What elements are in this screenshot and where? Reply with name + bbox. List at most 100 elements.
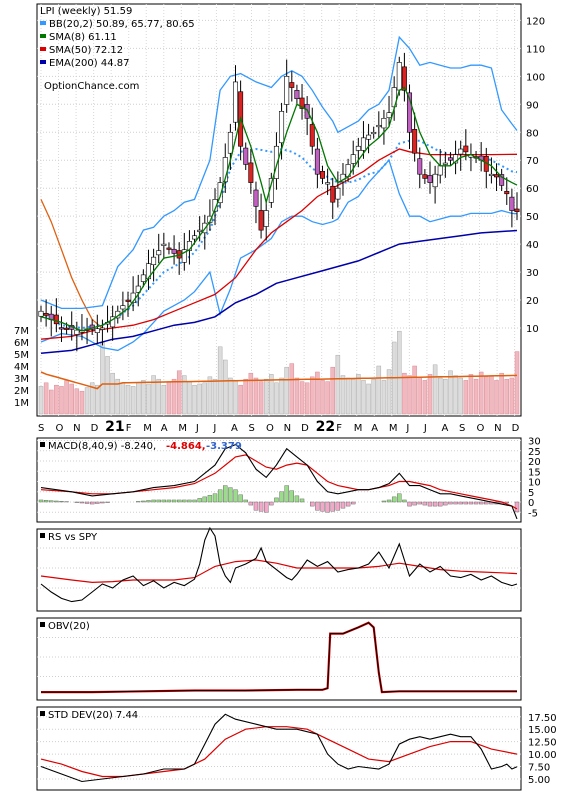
rs-legend-swatch: [40, 533, 45, 538]
candle-body: [489, 174, 493, 176]
macd-histogram-bar: [146, 500, 150, 502]
macd-histogram-bar: [290, 491, 294, 502]
macd-histogram-bar: [326, 502, 330, 512]
volume-bar: [233, 380, 237, 414]
macd-histogram-bar: [423, 502, 427, 505]
candle-body: [259, 210, 263, 230]
macd-histogram-bar: [454, 502, 458, 504]
volume-bar: [80, 391, 84, 414]
macd-histogram-bar: [198, 498, 202, 502]
std-tick-label: 10.00: [528, 750, 557, 761]
macd-histogram-bar: [95, 502, 99, 504]
price-tick-label: 60: [526, 184, 539, 195]
macd-histogram-bar: [469, 502, 473, 504]
macd-histogram-bar: [392, 497, 396, 502]
month-label: A: [371, 423, 378, 434]
month-label: J: [423, 423, 427, 434]
macd-histogram-bar: [341, 502, 345, 508]
macd-histogram-bar: [418, 502, 422, 504]
candle-body: [305, 104, 309, 118]
volume-bar: [254, 378, 258, 414]
macd-histogram-bar: [264, 502, 268, 512]
candle-body: [448, 158, 452, 161]
volume-bar: [321, 380, 325, 414]
volume-bar: [167, 382, 171, 414]
candle-body: [254, 190, 258, 206]
volume-bar: [438, 378, 442, 414]
volume-bar: [510, 378, 514, 414]
macd-histogram-bar: [233, 490, 237, 502]
macd-histogram-bar: [310, 502, 314, 506]
candle-body: [151, 257, 155, 265]
macd-histogram-bar: [141, 501, 145, 502]
candle-body: [412, 129, 416, 153]
volume-bar: [326, 382, 330, 414]
month-label: A: [231, 423, 238, 434]
volume-tick-label: 3M: [14, 374, 29, 385]
volume-bar: [244, 379, 248, 414]
month-label: S: [459, 423, 465, 434]
volume-bar: [310, 377, 314, 414]
candle-body: [121, 306, 125, 309]
candle-body: [356, 146, 360, 150]
candle-body: [279, 111, 283, 142]
macd-histogram-bar: [259, 502, 263, 511]
candle-body: [54, 315, 58, 324]
volume-bar: [402, 373, 406, 414]
price-tick-label: 30: [526, 268, 539, 279]
volume-bar: [198, 384, 202, 414]
candle-body: [458, 149, 462, 154]
volume-bar: [49, 390, 53, 414]
volume-bar: [264, 379, 268, 414]
macd-histogram-bar: [228, 488, 232, 502]
macd-histogram-bar: [474, 502, 478, 504]
candle-body: [418, 159, 422, 175]
volume-bar: [367, 384, 371, 414]
candle-body: [157, 251, 161, 255]
candle-body: [320, 171, 324, 178]
macd-histogram-bar: [387, 500, 391, 502]
volume-bar: [172, 379, 176, 414]
macd-histogram-bar: [459, 502, 463, 504]
macd-histogram-bar: [85, 502, 89, 504]
macd-histogram-bar: [438, 502, 442, 506]
volume-bar: [443, 379, 447, 414]
candle-body: [310, 124, 314, 146]
volume-bar: [106, 356, 110, 414]
month-label: J: [212, 423, 216, 434]
candle-body: [228, 132, 232, 153]
macd-histogram-bar: [433, 502, 437, 506]
month-label: M: [178, 423, 187, 434]
std-tick-label: 12.50: [528, 738, 557, 749]
candle-body: [192, 236, 196, 239]
std-tick-label: 17.50: [528, 713, 557, 724]
macd-histogram-bar: [428, 502, 432, 506]
month-label: M: [143, 423, 152, 434]
month-label: D: [301, 423, 309, 434]
legend-label: EMA(200) 44.87: [49, 58, 129, 69]
price-tick-label: 20: [526, 296, 539, 307]
macd-histogram-bar: [80, 502, 84, 503]
volume-bar: [356, 374, 360, 414]
volume-bar: [100, 342, 104, 414]
volume-bar: [65, 380, 69, 414]
month-label: N: [73, 423, 80, 434]
obv-legend-swatch: [40, 622, 45, 627]
volume-bar: [454, 376, 458, 414]
volume-bar: [346, 378, 350, 414]
volume-bar: [208, 377, 212, 414]
month-label: O: [266, 423, 274, 434]
candle-body: [284, 76, 288, 104]
volume-bar: [372, 379, 376, 414]
volume-bar: [489, 376, 493, 414]
macd-histogram-bar: [193, 500, 197, 502]
legend-label: SMA(50) 72.12: [49, 45, 123, 56]
volume-bar: [213, 379, 217, 414]
month-label: J: [195, 423, 199, 434]
macd-legend-swatch: [40, 442, 45, 447]
macd-histogram-bar: [59, 501, 63, 502]
std-title: STD DEV(20) 7.44: [48, 710, 138, 721]
volume-bar: [495, 380, 499, 414]
volume-bar: [85, 388, 89, 414]
candle-body: [39, 311, 43, 316]
